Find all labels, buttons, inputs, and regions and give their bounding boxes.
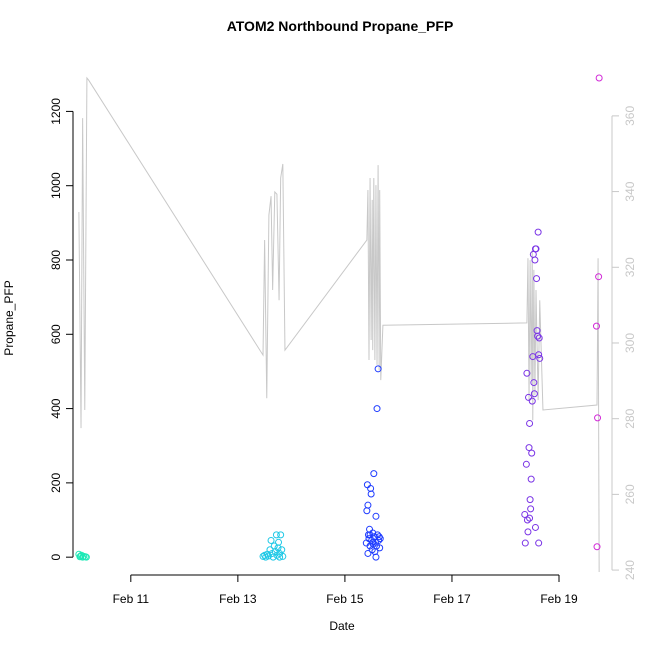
y2-tick-label: 320 — [623, 257, 637, 277]
data-point — [531, 523, 539, 531]
data-point — [525, 393, 533, 401]
data-point — [366, 525, 374, 533]
data-point — [267, 536, 275, 544]
data-point — [278, 546, 286, 554]
data-point — [595, 273, 603, 281]
data-point — [592, 322, 600, 330]
data-point — [272, 531, 280, 539]
data-point — [523, 516, 531, 524]
y2-tick-label: 300 — [623, 333, 637, 353]
y2-tick-label: 340 — [623, 181, 637, 201]
data-point — [534, 332, 542, 340]
data-point — [526, 496, 534, 504]
data-point — [525, 444, 533, 452]
data-point — [82, 553, 90, 561]
data-point — [522, 460, 530, 468]
data-point — [533, 275, 541, 283]
data-point — [527, 505, 535, 513]
data-point — [277, 531, 285, 539]
data-point — [370, 470, 378, 478]
y-tick-label: 1000 — [49, 172, 63, 199]
data-point — [530, 390, 538, 398]
y-tick-label: 600 — [49, 324, 63, 344]
data-point — [535, 334, 543, 342]
data-point — [536, 354, 544, 362]
data-point — [526, 514, 534, 522]
data-point — [374, 365, 382, 373]
data-point — [367, 490, 375, 498]
data-point — [363, 481, 371, 489]
data-point — [366, 531, 374, 539]
data-point — [521, 539, 529, 547]
data-point — [527, 475, 535, 483]
data-point — [376, 544, 384, 552]
y2-tick-label: 280 — [623, 408, 637, 428]
data-point — [276, 553, 284, 561]
data-line — [78, 76, 600, 572]
data-point — [534, 228, 542, 236]
y-tick-label: 1200 — [49, 98, 63, 125]
data-point — [372, 553, 380, 561]
x-tick-label: Feb 13 — [219, 592, 257, 606]
data-point — [275, 538, 283, 546]
x-tick-label: Feb 15 — [326, 592, 364, 606]
data-point — [593, 543, 601, 551]
data-point — [530, 379, 538, 387]
data-point — [372, 512, 380, 520]
data-point — [535, 539, 543, 547]
x-tick-label: Feb 11 — [113, 592, 150, 606]
x-tick-label: Feb 19 — [540, 592, 578, 606]
y2-tick-label: 240 — [623, 560, 637, 580]
data-point — [364, 549, 372, 557]
y-tick-label: 400 — [49, 398, 63, 418]
data-point — [521, 510, 529, 518]
x-tick-label: Feb 17 — [433, 592, 471, 606]
chart-title: ATOM2 Northbound Propane_PFP — [227, 18, 454, 34]
data-point — [369, 538, 377, 546]
data-point — [535, 351, 543, 359]
data-point — [79, 553, 87, 561]
data-point — [528, 449, 536, 457]
y-tick-label: 0 — [49, 554, 63, 561]
data-point — [528, 397, 536, 405]
data-point — [259, 552, 267, 560]
data-point — [363, 507, 371, 515]
data-point — [595, 74, 603, 82]
data-point — [364, 501, 372, 509]
data-point — [523, 369, 531, 377]
y-axis-label: Propane_PFP — [2, 280, 16, 355]
y-tick-label: 200 — [49, 473, 63, 493]
data-point — [373, 405, 381, 413]
data-point — [526, 419, 534, 427]
y2-tick-label: 260 — [623, 484, 637, 504]
data-point — [279, 552, 287, 560]
data-point — [531, 256, 539, 264]
data-point — [376, 535, 384, 543]
data-point — [594, 414, 602, 422]
data-point — [367, 484, 375, 492]
y2-tick-label: 360 — [623, 106, 637, 126]
x-axis-label: Date — [329, 619, 355, 633]
y-tick-label: 800 — [49, 250, 63, 270]
data-point — [524, 528, 532, 536]
data-point — [532, 245, 540, 253]
